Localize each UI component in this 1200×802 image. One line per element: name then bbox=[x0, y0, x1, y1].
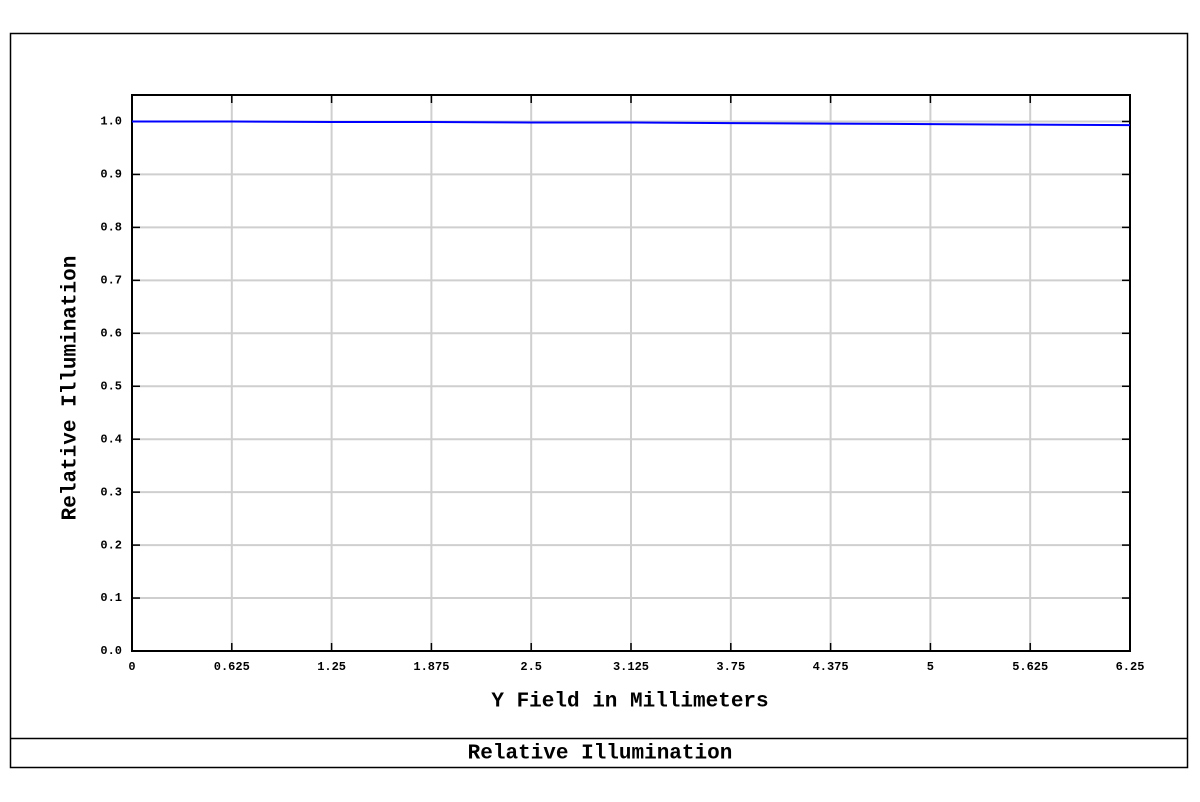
y-tick-label: 0.8 bbox=[100, 221, 122, 235]
x-tick-label: 3.125 bbox=[613, 660, 649, 674]
chart-title: Relative Illumination bbox=[468, 743, 733, 766]
x-tick-label: 1.25 bbox=[317, 660, 346, 674]
x-tick-label: 2.5 bbox=[520, 660, 542, 674]
y-tick-label: 0.3 bbox=[100, 485, 122, 499]
y-tick-label: 0.2 bbox=[100, 538, 122, 552]
x-tick-label: 5.625 bbox=[1012, 660, 1048, 674]
y-tick-label: 0.1 bbox=[100, 591, 122, 605]
y-tick-label: 0.4 bbox=[100, 432, 122, 446]
y-tick-label: 0.9 bbox=[100, 168, 122, 182]
x-tick-label: 0.625 bbox=[214, 660, 250, 674]
x-tick-label: 3.75 bbox=[716, 660, 745, 674]
x-tick-label: 5 bbox=[927, 660, 934, 674]
y-tick-label: 1.0 bbox=[100, 115, 122, 129]
plot-frame bbox=[131, 94, 1131, 652]
y-tick-label: 0.0 bbox=[100, 644, 122, 658]
x-tick-label: 0 bbox=[128, 660, 135, 674]
y-axis-label: Relative Illumination bbox=[60, 256, 83, 521]
data-line bbox=[132, 120, 1131, 127]
x-tick-label: 6.25 bbox=[1116, 660, 1145, 674]
x-tick-label: 1.875 bbox=[413, 660, 449, 674]
y-tick-label: 0.5 bbox=[100, 379, 122, 393]
y-tick-label: 0.7 bbox=[100, 274, 122, 288]
y-tick-label: 0.6 bbox=[100, 326, 122, 340]
x-tick-label: 4.375 bbox=[813, 660, 849, 674]
outer-frame bbox=[9, 32, 1189, 769]
x-axis-label: Y Field in Millimeters bbox=[491, 691, 768, 714]
